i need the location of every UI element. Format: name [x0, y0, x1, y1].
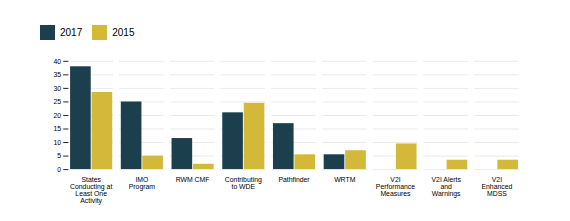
svg-text:0: 0 [57, 166, 61, 173]
svg-text:IMOProgram: IMOProgram [129, 176, 156, 191]
svg-text:StatesConducting atLeast OneAc: StatesConducting atLeast OneActivity [70, 176, 112, 205]
svg-text:25: 25 [53, 98, 61, 105]
svg-text:35: 35 [53, 71, 61, 78]
svg-text:30: 30 [53, 85, 61, 92]
svg-text:40: 40 [53, 58, 61, 65]
html-text:2017: 2017 [60, 27, 83, 38]
svg-text:20: 20 [53, 112, 61, 119]
html-text:2015: 2015 [112, 27, 135, 38]
svg-text:15: 15 [53, 125, 61, 132]
svg-text:RWM CMF: RWM CMF [176, 176, 210, 183]
svg-text:V2I AlertsandWarnings: V2I AlertsandWarnings [432, 176, 462, 198]
svg-text:5: 5 [57, 152, 61, 159]
svg-text:10: 10 [53, 139, 61, 146]
svg-text:V2IEnhancedMDSS: V2IEnhancedMDSS [481, 176, 512, 197]
svg-text:V2IPerformanceMeasures: V2IPerformanceMeasures [376, 176, 415, 197]
svg-text:Contributingto WDE: Contributingto WDE [225, 176, 262, 190]
svg-text:WRTM: WRTM [334, 176, 355, 183]
svg-text:Pathfinder: Pathfinder [278, 176, 310, 183]
